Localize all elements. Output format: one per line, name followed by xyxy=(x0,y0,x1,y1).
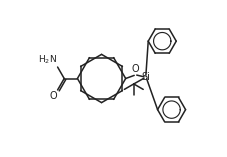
Text: Si: Si xyxy=(141,72,150,82)
Text: O: O xyxy=(131,64,139,74)
Text: O: O xyxy=(49,91,57,101)
Text: H$_2$N: H$_2$N xyxy=(38,54,57,66)
